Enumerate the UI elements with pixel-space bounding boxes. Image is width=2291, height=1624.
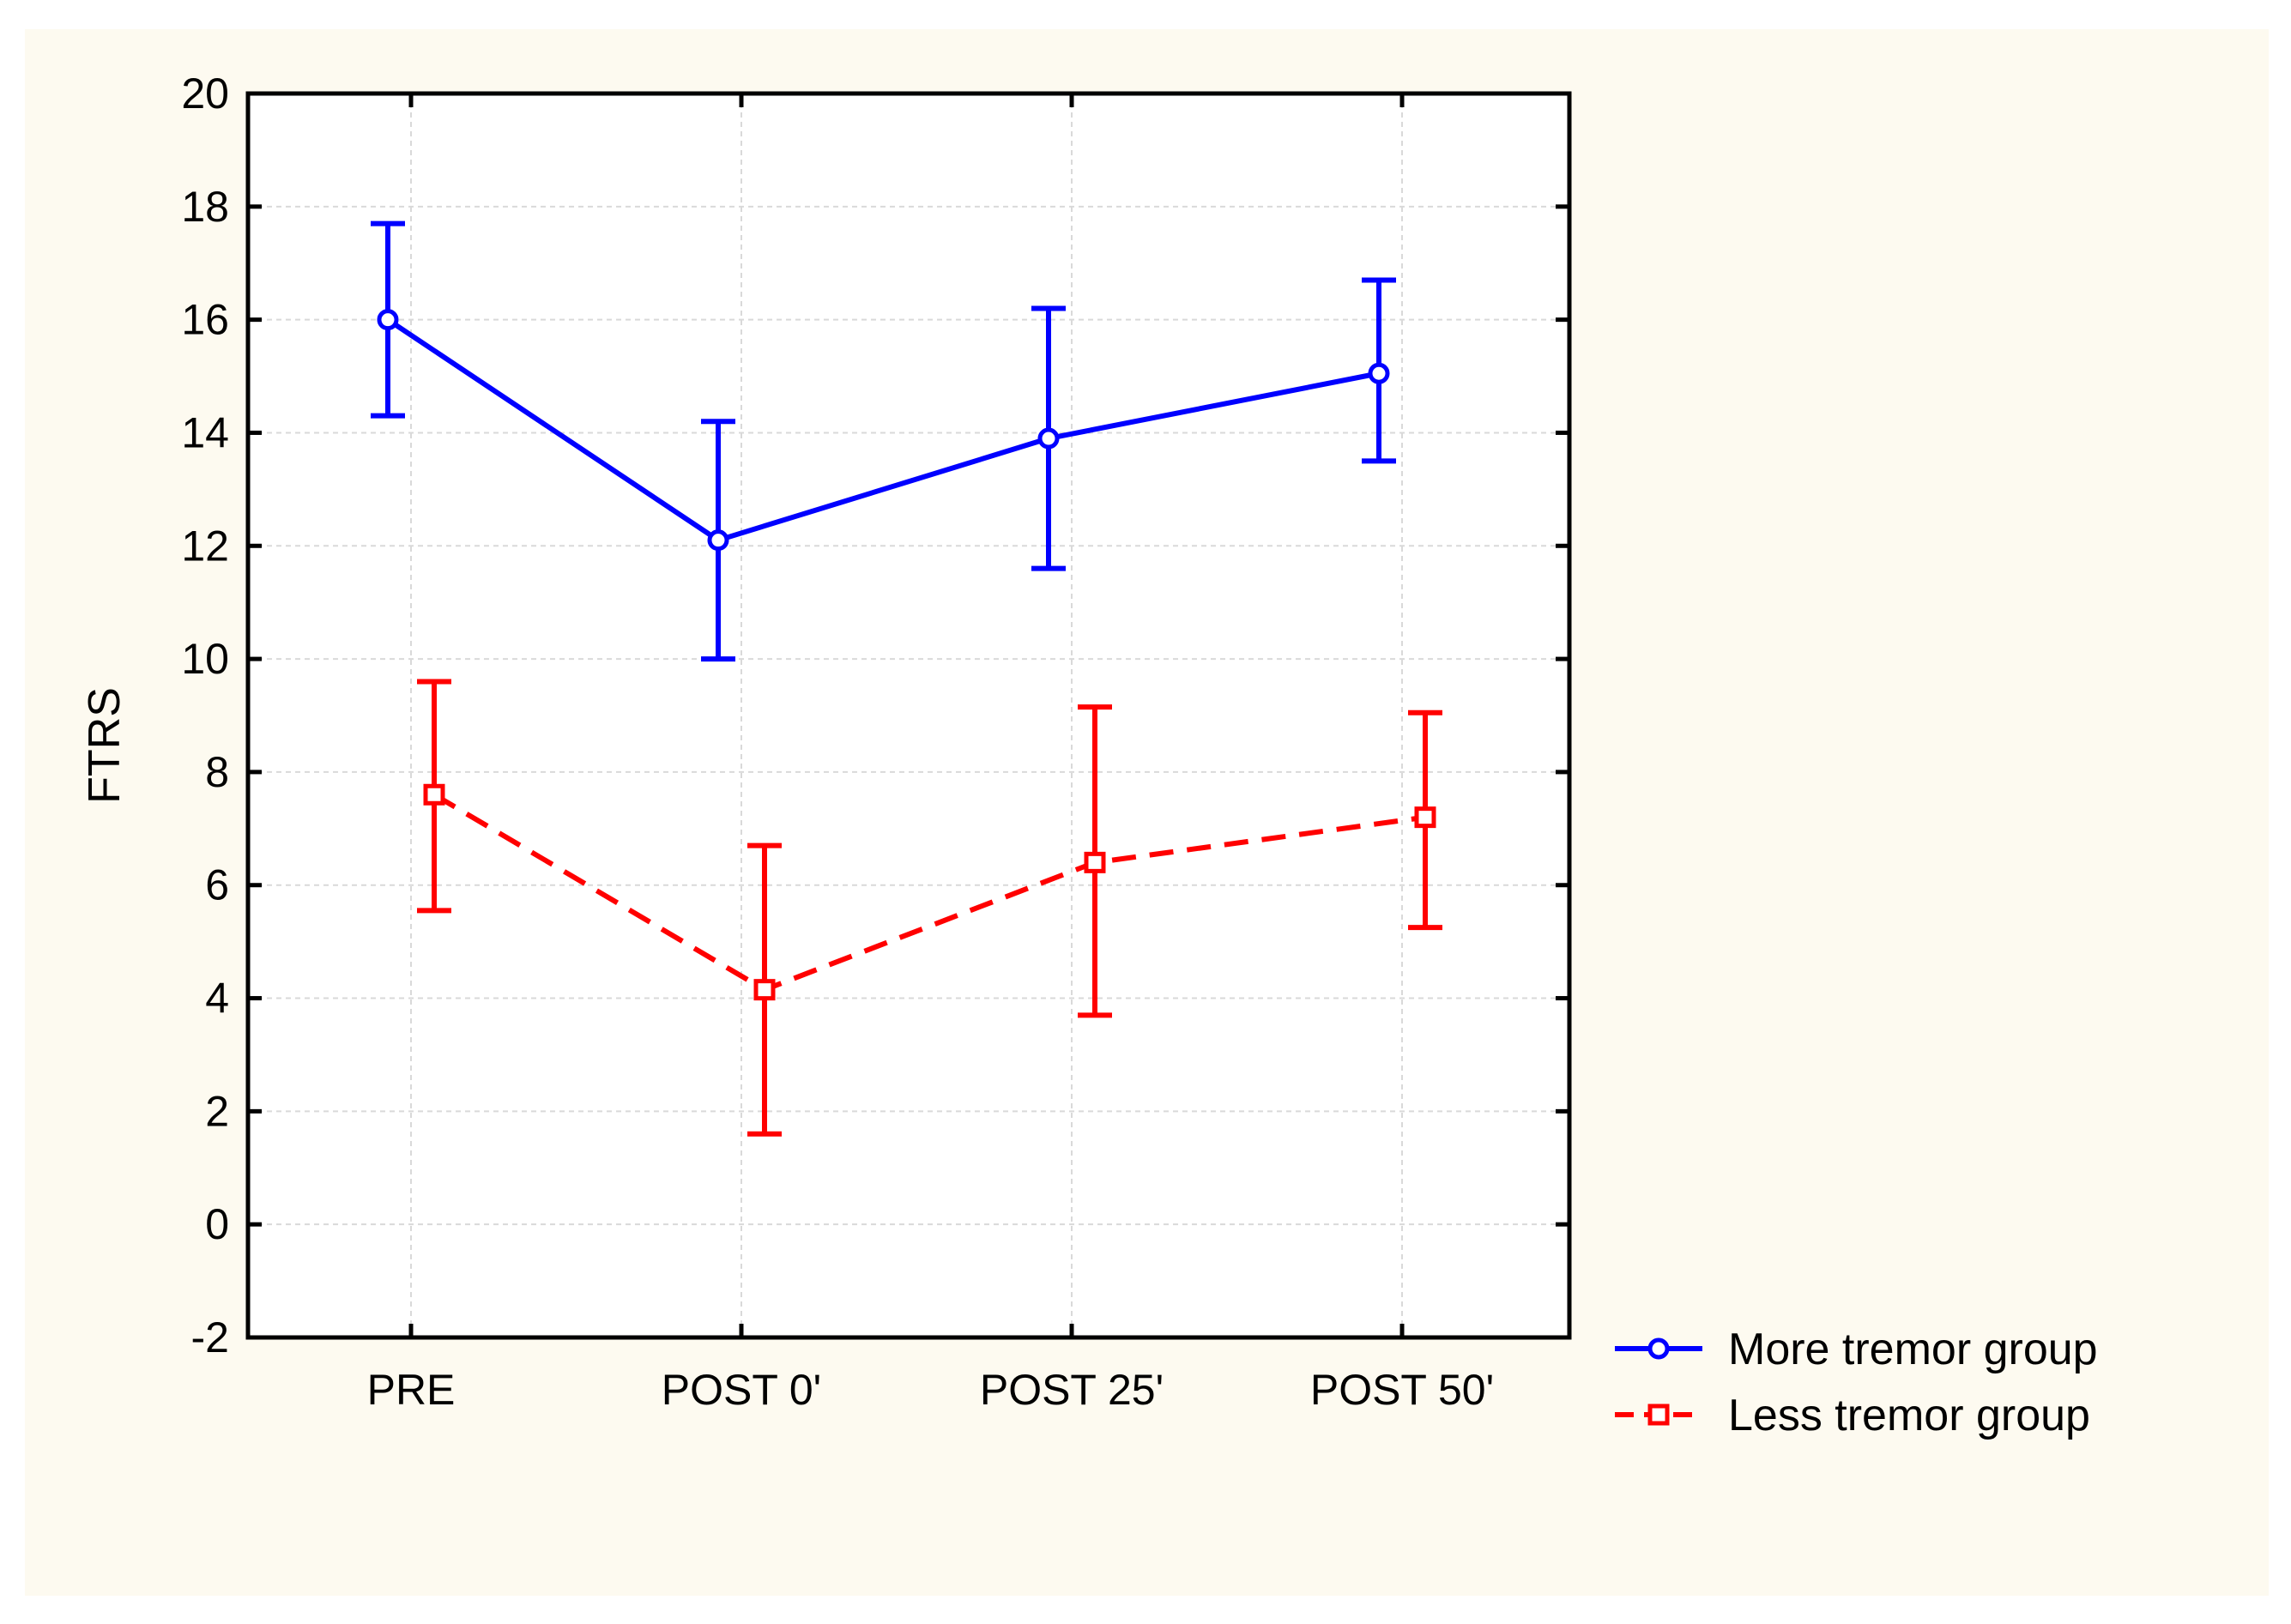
series-less-tremor: [417, 679, 1442, 1137]
data-point-circle: [377, 309, 399, 331]
x-tick-label: PRE: [367, 1366, 456, 1414]
x-tick-label: POST 50': [1310, 1366, 1494, 1414]
data-series: [371, 220, 1442, 1137]
chart-panel: -2 0 2 4 6 8 10 12 14 16 18 20 PRE POST 0' POST 25' POS…: [25, 29, 2269, 1596]
y-tick-label: 14: [181, 408, 229, 456]
y-tick-label: 6: [205, 861, 229, 909]
legend-marker-square: [1647, 1404, 1670, 1426]
y-tick-label: -2: [191, 1313, 229, 1361]
axis-ticks: -2 0 2 4 6 8 10 12 14 16 18 20 PRE POST 0' POST 25' POS…: [181, 69, 1569, 1414]
data-point-circle: [1037, 427, 1060, 450]
line-chart: -2 0 2 4 6 8 10 12 14 16 18 20 PRE POST 0' POST 25' POS…: [25, 29, 2269, 1596]
y-tick-label: 12: [181, 522, 229, 570]
y-tick-label: 10: [181, 635, 229, 683]
data-point-square: [1084, 851, 1106, 873]
y-axis-title: FTRS: [80, 687, 130, 804]
y-tick-label: 16: [181, 296, 229, 344]
x-tick-label: POST 0': [662, 1366, 821, 1414]
y-tick-label: 18: [181, 183, 229, 231]
legend-item: More tremor group: [1615, 1325, 2098, 1374]
legend-label: More tremor group: [1728, 1325, 2098, 1374]
plot-frame: [245, 91, 1572, 1340]
series-more-tremor: [371, 220, 1396, 662]
data-point-square: [423, 783, 445, 806]
y-tick-label: 8: [205, 748, 229, 796]
y-tick-label: 0: [205, 1200, 229, 1248]
legend-marker-circle: [1647, 1337, 1670, 1360]
data-point-square: [753, 979, 776, 1001]
legend: More tremor group Less tremor group: [1615, 1325, 2098, 1440]
series-line: [386, 317, 1380, 543]
plot-area: [248, 94, 1569, 1337]
data-point-square: [1414, 806, 1436, 829]
y-tick-label: 2: [205, 1087, 229, 1135]
legend-item: Less tremor group: [1615, 1391, 2090, 1440]
legend-label: Less tremor group: [1728, 1391, 2090, 1440]
data-point-circle: [1368, 362, 1390, 384]
y-tick-label: 4: [205, 975, 229, 1023]
x-tick-label: POST 25': [980, 1366, 1164, 1414]
y-tick-label: 20: [181, 69, 229, 118]
series-line: [432, 792, 1426, 993]
gridlines: [248, 94, 1569, 1337]
data-point-circle: [707, 529, 729, 552]
